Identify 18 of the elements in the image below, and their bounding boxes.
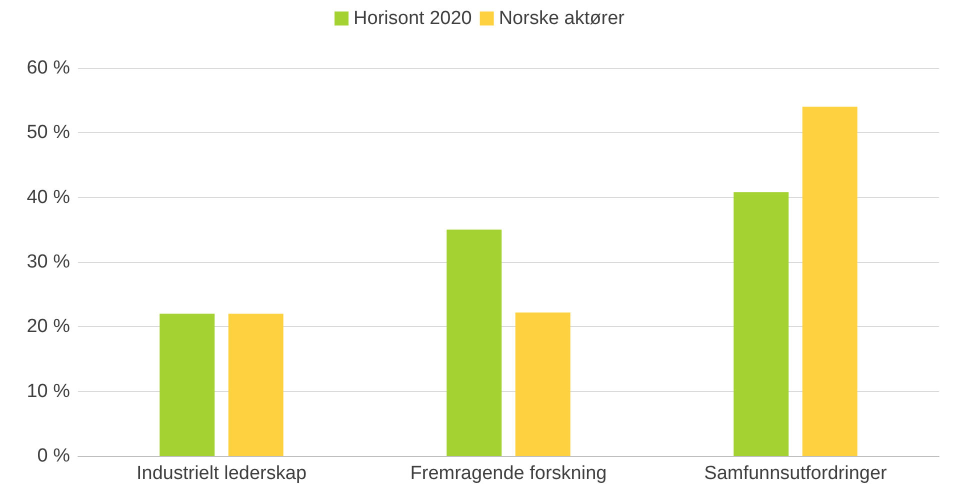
bar (446, 230, 502, 456)
legend-label: Horisont 2020 (354, 8, 472, 29)
y-tick-label: 20 % (26, 316, 70, 338)
bar (160, 314, 215, 456)
x-tick-label: Industrielt lederskap (136, 463, 307, 484)
y-tick-label: 60 % (26, 58, 70, 78)
x-tick-label: Fremragende forskning (410, 463, 607, 484)
bar (802, 106, 858, 456)
y-tick-label: 10 % (26, 380, 70, 402)
y-tick-label: 50 % (26, 122, 70, 144)
bar (515, 312, 570, 456)
y-tick-label: 0 % (37, 446, 70, 466)
y-tick-label: 40 % (26, 186, 70, 208)
bar (734, 192, 789, 456)
bar (228, 314, 284, 456)
y-tick-label: 30 % (26, 252, 70, 272)
legend-label: Norske aktører (498, 8, 626, 29)
x-tick-label: Samfunnsutfordringer (704, 463, 888, 484)
